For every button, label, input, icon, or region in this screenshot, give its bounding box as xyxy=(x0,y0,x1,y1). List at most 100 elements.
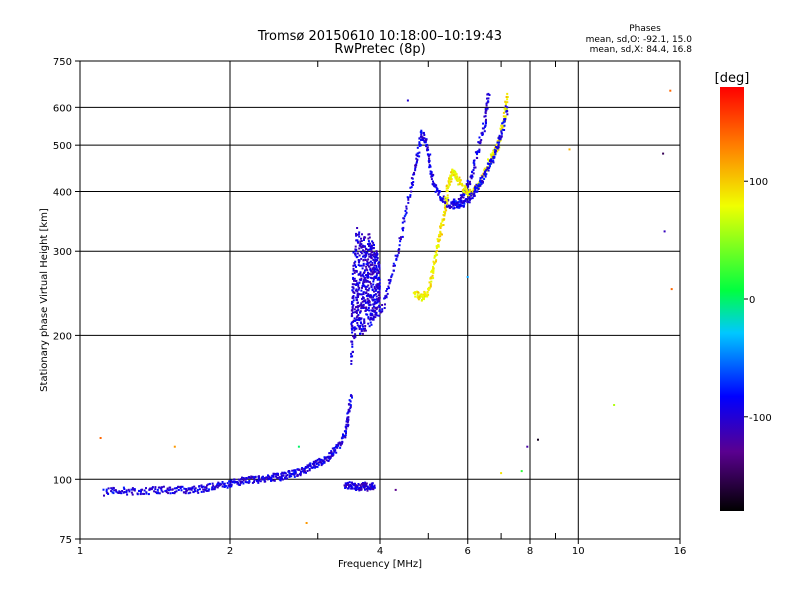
x-f2-point xyxy=(446,190,449,192)
o-low-point xyxy=(119,491,122,493)
x-f2-point xyxy=(429,285,432,288)
o-low-point xyxy=(114,489,117,492)
o-low-point xyxy=(206,489,209,492)
o-low-point xyxy=(156,488,159,491)
x-f2-point xyxy=(504,116,507,119)
o-spread-point xyxy=(368,261,371,264)
o-spread-point xyxy=(376,306,379,309)
x-f2-point xyxy=(445,209,448,212)
o-low-point xyxy=(349,407,352,410)
o-low-point xyxy=(167,489,170,492)
data-points-layer xyxy=(99,89,673,524)
o-spread-point xyxy=(352,299,355,302)
o-low-point xyxy=(329,456,332,459)
o-low-point xyxy=(305,471,307,474)
o-f2-inner-point xyxy=(495,146,498,148)
o-f1-point xyxy=(420,135,423,138)
o-spread-point xyxy=(359,311,362,314)
o-low-point xyxy=(226,482,229,485)
o-low-point xyxy=(215,485,218,487)
o-spread-point xyxy=(357,305,360,308)
o-low-point xyxy=(130,491,133,494)
x-f2-point xyxy=(487,158,489,161)
o-ground-point xyxy=(347,481,349,484)
o-spread-point xyxy=(359,250,362,253)
o-low-point xyxy=(331,447,334,450)
o-f1-point xyxy=(478,148,481,151)
o-spread-point xyxy=(373,255,376,258)
o-spread-point xyxy=(375,276,378,278)
o-spread-point xyxy=(377,278,380,281)
o-f1-point xyxy=(440,197,443,200)
o-f1-point xyxy=(429,153,432,156)
x-f2-point xyxy=(458,183,461,186)
o-low-point xyxy=(266,478,269,481)
o-spread-point xyxy=(365,268,368,271)
o-spread-point xyxy=(374,258,377,261)
o-f2-inner-point xyxy=(492,156,495,159)
o-spread-point xyxy=(352,286,355,289)
x-f2-point xyxy=(490,155,493,157)
x-f2-point xyxy=(458,181,461,184)
x-f2-point xyxy=(433,263,436,266)
o-f1-point xyxy=(430,178,433,181)
o-spread-point xyxy=(357,288,360,291)
o-ground-point xyxy=(360,486,362,489)
o-spread-point xyxy=(373,269,376,272)
x-f2-point xyxy=(451,169,454,172)
o-spread-point xyxy=(353,329,356,332)
o-f1-point xyxy=(469,183,472,186)
o-spread-point xyxy=(356,306,359,309)
o-spread-point xyxy=(362,264,365,267)
o-f1-point xyxy=(471,171,474,174)
x-axis-label: Frequency [MHz] xyxy=(338,559,422,570)
o-f1-point xyxy=(411,183,414,186)
o-f1-point xyxy=(466,179,469,182)
o-ground-point xyxy=(371,485,374,488)
o-f2-inner-point xyxy=(490,159,493,162)
x-f2-point xyxy=(414,295,417,298)
o-f1-point xyxy=(485,109,488,112)
axis-ticks-layer: 1 2 4 6 8 10 16 75 100 200 300 400 500 600 750 xyxy=(53,57,686,557)
x-f2-point xyxy=(490,157,493,159)
o-spread-point xyxy=(355,310,358,313)
scatter-point xyxy=(305,522,308,524)
o-f2-inner-point xyxy=(476,186,479,189)
o-spread-point xyxy=(373,264,376,267)
o-spread-point xyxy=(359,324,362,327)
o-spread-point xyxy=(352,287,355,290)
o-spread-point xyxy=(371,244,373,247)
o-spread-point xyxy=(362,282,364,285)
x-f2-point xyxy=(420,293,423,296)
o-low-point xyxy=(184,492,187,495)
o-spread-point xyxy=(365,253,367,256)
o-low-point xyxy=(272,475,275,478)
o-spread-point xyxy=(369,282,372,285)
o-spread-point xyxy=(372,277,375,280)
o-spread-point xyxy=(360,302,363,305)
o-low-point xyxy=(177,485,180,488)
o-f1-point xyxy=(392,269,395,272)
o-low-point xyxy=(236,481,239,483)
o-spread-point xyxy=(351,306,354,309)
o-f1-point xyxy=(470,177,473,180)
o-f1-point xyxy=(421,136,424,139)
o-spread-point xyxy=(352,319,355,322)
o-spread-point xyxy=(365,263,368,266)
o-low-point xyxy=(344,435,347,438)
o-spread-point xyxy=(366,262,369,265)
o-f1-point xyxy=(486,97,488,100)
o-low-point xyxy=(120,492,123,495)
o-low-point xyxy=(344,425,347,428)
x-f2-point xyxy=(438,238,441,241)
o-spread-point xyxy=(364,256,367,259)
o-low-point xyxy=(226,486,229,489)
o-low-point xyxy=(241,476,243,479)
o-spread-point xyxy=(350,323,353,325)
o-f1-point xyxy=(412,181,415,183)
o-low-point xyxy=(280,476,283,479)
o-low-point xyxy=(223,482,226,485)
o-spread-point xyxy=(355,288,358,291)
o-low-point xyxy=(233,478,236,481)
o-spread-point xyxy=(374,307,377,310)
